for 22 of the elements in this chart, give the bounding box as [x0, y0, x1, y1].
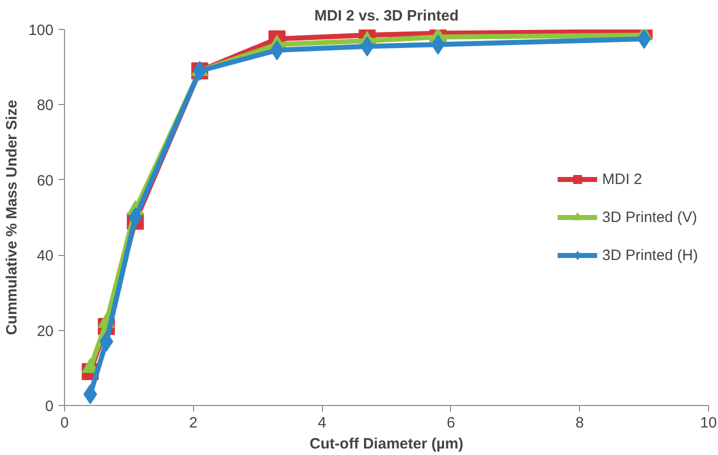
chart-title: MDI 2 vs. 3D Printed	[314, 8, 459, 24]
y-tick-label: 60	[36, 172, 54, 190]
y-tick-label: 20	[36, 322, 54, 340]
x-axis-title: Cut-off Diameter (µm)	[310, 436, 464, 452]
legend-label: 3D Printed (V)	[602, 208, 698, 226]
y-tick-label: 80	[36, 97, 54, 114]
y-tick-label: 100	[28, 22, 54, 39]
point	[128, 208, 142, 228]
x-tick-label: 0	[60, 414, 69, 432]
x-tick-label: 8	[576, 414, 584, 432]
legend-label: 3D Printed (H)	[602, 246, 698, 264]
x-tick-label: 2	[189, 414, 198, 432]
legend-label: MDI 2	[602, 170, 642, 188]
point	[83, 384, 98, 404]
y-tick-label: 40	[36, 248, 54, 265]
x-tick-label: 4	[318, 414, 326, 432]
point	[637, 30, 651, 49]
x-tick-label: 6	[446, 414, 456, 432]
x-tick-label: 10	[700, 414, 717, 432]
y-axis-title: Cummulative % Mass Under Size	[3, 100, 20, 336]
point	[360, 36, 374, 56]
y-tick-label: 0	[45, 398, 54, 415]
